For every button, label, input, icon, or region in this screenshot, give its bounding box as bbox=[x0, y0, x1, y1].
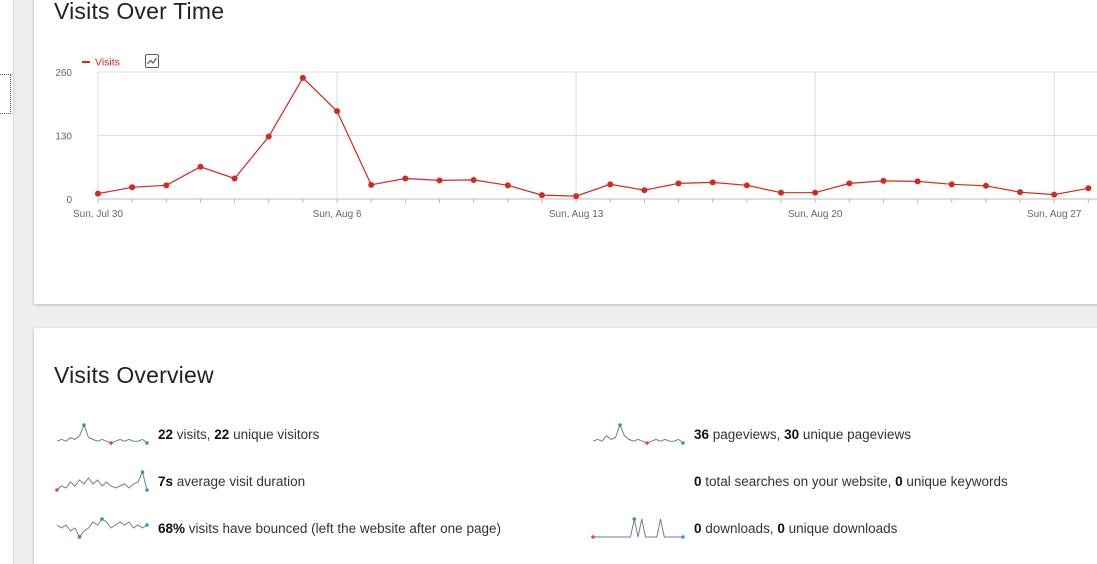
sparkline-path bbox=[56, 470, 148, 491]
sparkline-max-point bbox=[100, 517, 104, 521]
visits-sparkline-icon[interactable] bbox=[54, 422, 150, 446]
sparkline-min-point bbox=[645, 441, 649, 445]
metric-text: 7s average visit duration bbox=[158, 473, 306, 489]
sparkline-last-point bbox=[681, 535, 685, 539]
visits-over-time-widget: Visits Over Time 0 130 260 Sun, Jul 30 Sun, … bbox=[34, 0, 1097, 304]
metric-text: 0 total searches on your website, 0 uniq… bbox=[694, 473, 1008, 489]
pageviews-metric-row[interactable]: 36 pageviews, 30 unique pageviews bbox=[590, 422, 911, 446]
data-point[interactable] bbox=[607, 181, 614, 188]
left-sidebar-edge bbox=[0, 0, 14, 564]
visits-metric-row[interactable]: 22 visits, 22 unique visitors bbox=[54, 422, 319, 446]
data-point[interactable] bbox=[573, 193, 580, 200]
data-point[interactable] bbox=[129, 184, 136, 191]
searches-sparkline-icon[interactable] bbox=[590, 469, 686, 493]
x-tick-label: Sun, Aug 13 bbox=[549, 209, 604, 220]
sparkline-min-point bbox=[591, 535, 595, 539]
sparkline-path bbox=[592, 423, 684, 444]
data-point[interactable] bbox=[948, 181, 955, 188]
y-tick-label: 260 bbox=[55, 68, 72, 79]
bounce-rate-sparkline-icon[interactable] bbox=[54, 516, 150, 540]
chart-type-icon-line bbox=[147, 57, 157, 65]
x-tick-label: Sun, Aug 27 bbox=[1027, 209, 1082, 220]
sparkline-last-point bbox=[681, 441, 685, 445]
data-point[interactable] bbox=[1051, 191, 1058, 198]
data-point[interactable] bbox=[436, 177, 443, 184]
metric-text: 0 downloads, 0 unique downloads bbox=[694, 520, 898, 536]
sidebar-resize-handle[interactable] bbox=[0, 74, 11, 114]
sparkline-max-point bbox=[618, 423, 622, 427]
data-point[interactable] bbox=[299, 74, 306, 81]
data-point[interactable] bbox=[709, 179, 716, 186]
data-point[interactable] bbox=[982, 182, 989, 189]
sparkline-min-point bbox=[109, 441, 113, 445]
series-line-visits bbox=[97, 76, 1089, 197]
sparkline-path bbox=[56, 423, 148, 444]
y-tick-label: 0 bbox=[66, 195, 72, 206]
sparkline-min-point bbox=[55, 488, 59, 492]
x-tick-label: Sun, Aug 6 bbox=[313, 209, 362, 220]
visits-line-chart: 0 130 260 Sun, Jul 30 Sun, Aug 6 Sun, Aug 13 S… bbox=[55, 54, 1097, 220]
visit-duration-sparkline-icon[interactable] bbox=[54, 469, 150, 493]
widget-title: Visits Overview bbox=[54, 362, 214, 388]
sparkline-path bbox=[593, 518, 683, 538]
data-point[interactable] bbox=[95, 190, 101, 197]
data-point[interactable] bbox=[538, 192, 545, 199]
data-point[interactable] bbox=[265, 133, 272, 140]
metric-text: 22 visits, 22 unique visitors bbox=[158, 426, 320, 442]
bounce-rate-metric-row[interactable]: 68% visits have bounced (left the websit… bbox=[54, 516, 501, 540]
data-point[interactable] bbox=[812, 189, 819, 196]
data-point[interactable] bbox=[368, 181, 375, 188]
sparkline-path bbox=[56, 518, 148, 538]
data-point[interactable] bbox=[231, 175, 238, 182]
sparkline-last-point bbox=[145, 523, 149, 527]
x-tick-label: Sun, Jul 30 bbox=[73, 209, 123, 220]
sparkline-max-point bbox=[632, 517, 637, 521]
sparkline-max-point bbox=[82, 423, 86, 427]
chart-type-icon[interactable] bbox=[145, 54, 159, 68]
metric-text: 68% visits have bounced (left the websit… bbox=[158, 520, 501, 536]
pageviews-sparkline-icon[interactable] bbox=[590, 422, 686, 446]
data-point[interactable] bbox=[470, 176, 477, 183]
legend-label-visits[interactable]: Visits bbox=[95, 57, 120, 69]
data-point[interactable] bbox=[778, 189, 784, 196]
visits-overview-widget: Visits Overview 22 visits, 22 unique vis… bbox=[34, 328, 1097, 564]
sparkline-last-point bbox=[145, 441, 149, 445]
data-point[interactable] bbox=[163, 182, 170, 189]
metric-text: 36 pageviews, 30 unique pageviews bbox=[694, 426, 911, 442]
data-point[interactable] bbox=[675, 180, 682, 187]
data-point[interactable] bbox=[1085, 185, 1092, 192]
downloads-sparkline-icon[interactable] bbox=[590, 516, 686, 540]
x-tick-label: Sun, Aug 20 bbox=[788, 209, 843, 220]
data-point[interactable] bbox=[402, 175, 409, 182]
visit-duration-metric-row[interactable]: 7s average visit duration bbox=[54, 469, 305, 493]
y-tick-label: 130 bbox=[55, 132, 72, 143]
chart-type-icon-frame bbox=[145, 54, 159, 68]
data-point[interactable] bbox=[197, 163, 204, 170]
data-point[interactable] bbox=[743, 182, 750, 189]
downloads-metric-row[interactable]: 0 downloads, 0 unique downloads bbox=[590, 516, 897, 540]
searches-metric-row[interactable]: 0 total searches on your website, 0 uniq… bbox=[590, 469, 1008, 493]
data-point[interactable] bbox=[334, 108, 341, 115]
data-point[interactable] bbox=[880, 177, 887, 184]
sparkline-last-point bbox=[145, 488, 149, 492]
data-point[interactable] bbox=[1017, 189, 1024, 196]
widget-title: Visits Over Time bbox=[54, 0, 225, 24]
data-point[interactable] bbox=[641, 187, 648, 194]
data-point[interactable] bbox=[846, 180, 853, 187]
sparkline-min-point bbox=[77, 535, 82, 539]
sparkline-max-point bbox=[140, 470, 145, 474]
data-point[interactable] bbox=[914, 178, 921, 185]
data-point[interactable] bbox=[504, 182, 511, 189]
